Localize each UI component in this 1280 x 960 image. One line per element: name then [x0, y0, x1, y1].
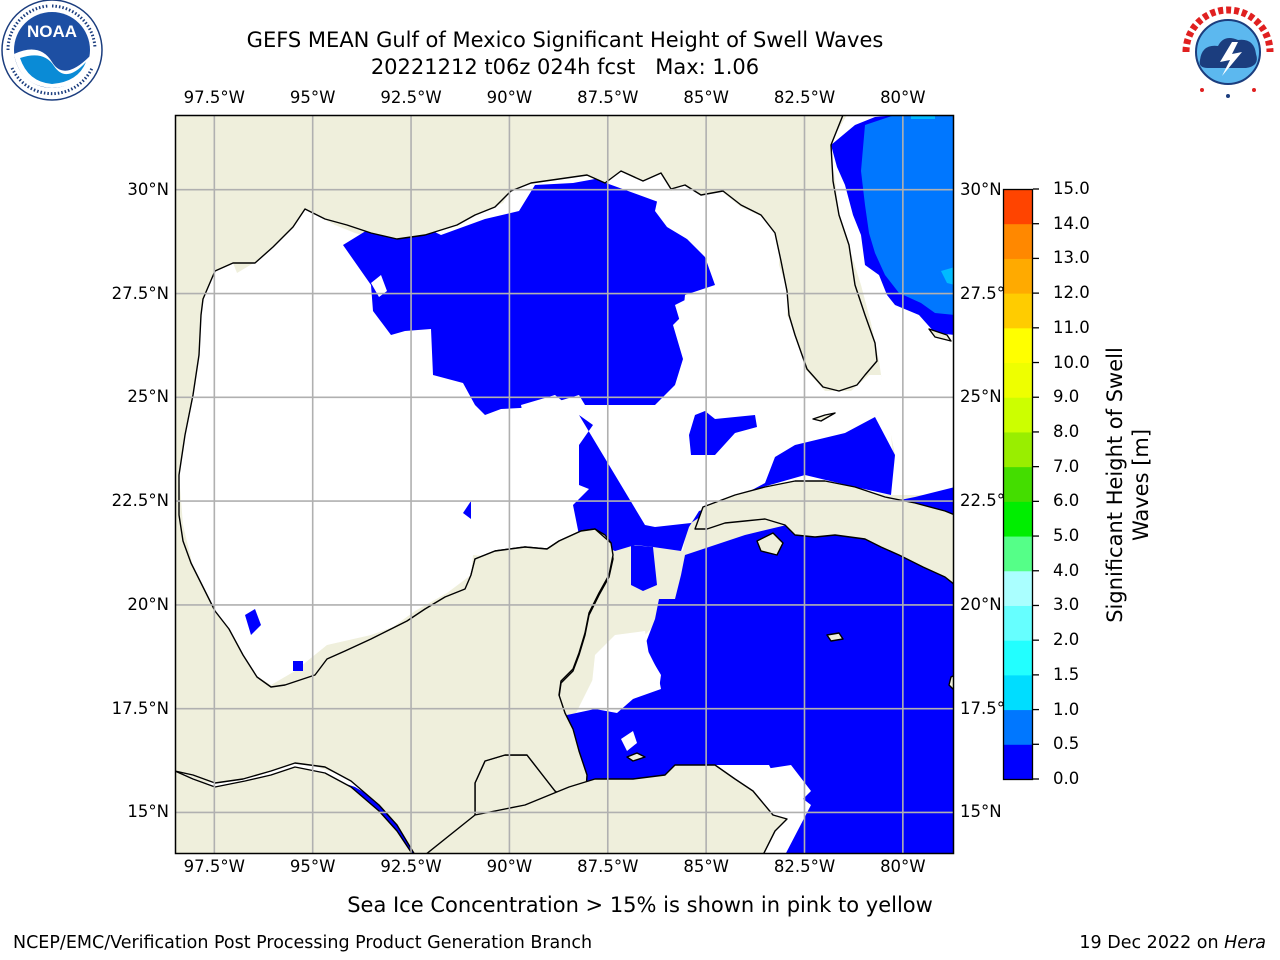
isla-de-la-juventud	[756, 532, 784, 556]
colorbar-tick-label: 10.0	[1053, 352, 1090, 372]
colorbar-segment	[1003, 327, 1033, 364]
colorbar-segment	[1003, 397, 1033, 433]
colorbar-segment	[1003, 570, 1033, 606]
chart-subtitle: 20221212 t06z 024h fcst Max: 1.06	[370, 55, 760, 79]
lat-tick-label: 20°N	[960, 594, 1002, 614]
colorbar-tick-label: 14.0	[1053, 213, 1090, 233]
colorbar-segment	[1003, 223, 1033, 259]
lon-tick-label: 95°W	[289, 88, 336, 107]
chart-title: GEFS MEAN Gulf of Mexico Significant Hei…	[246, 28, 884, 52]
colorbar-label: Significant Height of Swell Waves [m]	[1103, 347, 1153, 623]
lon-tick-label: 80°W	[880, 857, 926, 876]
lat-tick-label: 20°N	[127, 594, 169, 614]
colorbar-tick-label: 0.5	[1053, 734, 1080, 754]
central-america-coast	[425, 764, 788, 854]
lat-tick-label: 15°N	[960, 802, 1002, 822]
lon-tick-label: 92.5°W	[380, 88, 442, 107]
colorbar-tick-label: 0.0	[1053, 769, 1080, 788]
colorbar-segment	[1003, 744, 1033, 780]
lon-tick-label: 90°W	[486, 88, 533, 107]
colorbar-tick-label: 1.0	[1053, 699, 1080, 719]
lon-tick-label: 92.5°W	[380, 857, 442, 876]
colorbar-segment	[1003, 431, 1033, 468]
map-frame	[174, 114, 955, 855]
coastlines	[175, 115, 954, 854]
lat-tick-label: 25°N	[960, 387, 1002, 407]
map-panel	[174, 114, 955, 855]
lon-tick-label: 82.5°W	[773, 88, 836, 107]
colorbar-segment	[1003, 640, 1033, 676]
swell-field-mid	[861, 115, 954, 315]
sea-ice-caption: Sea Ice Concentration > 15% is shown in …	[347, 893, 933, 917]
lon-tick-label: 85°W	[683, 88, 729, 107]
lat-tick-label: 27.5°N	[111, 283, 169, 303]
lon-tick-label: 87.5°W	[577, 857, 639, 876]
colorbar-segment	[1003, 501, 1033, 537]
florida-keys	[812, 412, 836, 422]
lon-tick-label: 85°W	[683, 857, 729, 876]
credit-date: 19 Dec 2022 on Hera	[1079, 933, 1266, 953]
lat-tick-label: 30°N	[127, 179, 169, 199]
cuba-island	[694, 480, 954, 586]
noaa-logo-text: NOAA	[27, 22, 77, 41]
colorbar-tick-label: 11.0	[1053, 317, 1090, 337]
bahamas-islands	[928, 328, 952, 342]
colorbar-segment	[1003, 466, 1033, 502]
noaa-logo-icon: NOAA	[1, 0, 103, 101]
lon-tick-label: 82.5°W	[773, 857, 836, 876]
lat-tick-label: 30°N	[960, 179, 1002, 199]
lat-tick-label: 15°N	[127, 802, 169, 822]
lon-tick-label: 97.5°W	[183, 857, 245, 876]
colorbar-segment	[1003, 709, 1033, 745]
jamaica-island	[826, 632, 844, 642]
colorbar	[1002, 188, 1039, 781]
lat-tick-label: 25°N	[127, 387, 169, 407]
colorbar-tick-label: 2.0	[1053, 630, 1080, 650]
lon-tick-label: 80°W	[880, 88, 926, 107]
colorbar-segment	[1003, 674, 1033, 711]
nws-logo-icon	[1181, 5, 1275, 99]
lat-tick-label: 22.5°N	[111, 491, 169, 511]
colorbar-tick-label: 13.0	[1053, 248, 1090, 268]
colorbar-tick-label: 9.0	[1053, 387, 1080, 407]
lat-tick-label: 17.5°N	[111, 698, 169, 718]
colorbar-tick-label: 12.0	[1053, 283, 1090, 303]
colorbar-tick-label: 15.0	[1053, 179, 1090, 198]
colorbar-tick-label: 7.0	[1053, 456, 1080, 476]
colorbar-segment	[1003, 293, 1033, 329]
colorbar-tick-label: 8.0	[1053, 421, 1080, 441]
colorbar-tick-label: 5.0	[1053, 526, 1080, 546]
lon-tick-label: 87.5°W	[577, 88, 639, 107]
colorbar-segment	[1003, 536, 1033, 572]
credit-branch: NCEP/EMC/Verification Post Processing Pr…	[13, 933, 593, 953]
graticule	[175, 115, 954, 854]
colorbar-tick-label: 4.0	[1053, 560, 1080, 580]
colorbar-tick-label: 6.0	[1053, 491, 1080, 511]
lon-tick-label: 90°W	[486, 857, 533, 876]
lon-tick-label: 95°W	[289, 857, 336, 876]
colorbar-tick-label: 3.0	[1053, 595, 1080, 615]
colorbar-segment	[1003, 605, 1033, 641]
colorbar-tick-label: 1.5	[1053, 664, 1080, 684]
credit-host: Hera	[1224, 933, 1266, 953]
colorbar-segment	[1003, 362, 1033, 398]
cayman-islands	[626, 752, 646, 762]
colorbar-segment	[1003, 258, 1033, 294]
colorbar-segment	[1003, 189, 1033, 225]
lon-tick-label: 97.5°W	[183, 88, 245, 107]
